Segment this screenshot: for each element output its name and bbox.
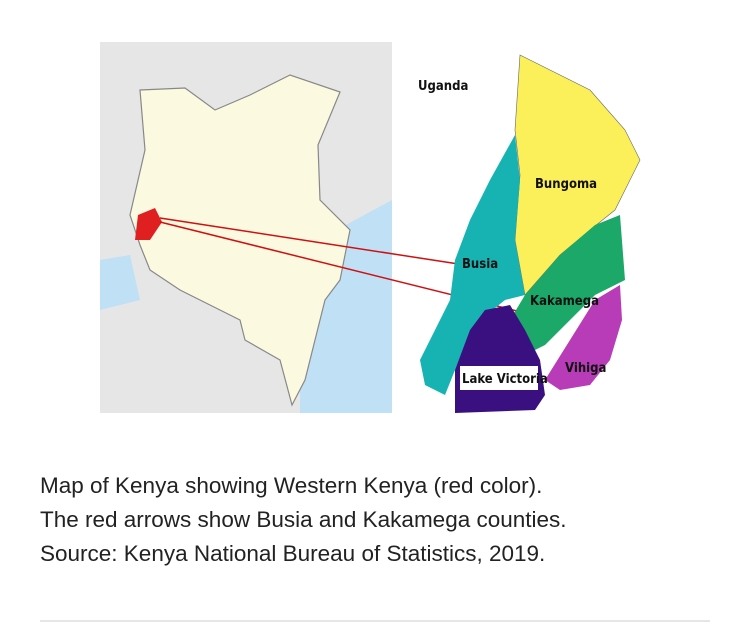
caption-line: Source: Kenya National Bureau of Statist… [40,541,545,566]
label: Busia [462,257,498,272]
label: Uganda [418,79,468,94]
kenya [129,74,351,407]
arrow-busia [159,217,466,266]
kakamega [510,215,625,355]
busia [420,135,525,395]
lake-label-box [460,366,538,390]
label: Vihiga [565,361,606,376]
label: Bungoma [535,177,597,192]
caption-line: Map of Kenya showing Western Kenya (red … [40,473,542,498]
label: Kakamega [530,294,599,309]
vihiga [545,285,622,390]
label: Lake Victoria [462,372,548,387]
western-kenya [135,208,162,240]
lake [100,255,140,310]
caption-line: The red arrows show Busia and Kakamega c… [40,507,567,532]
